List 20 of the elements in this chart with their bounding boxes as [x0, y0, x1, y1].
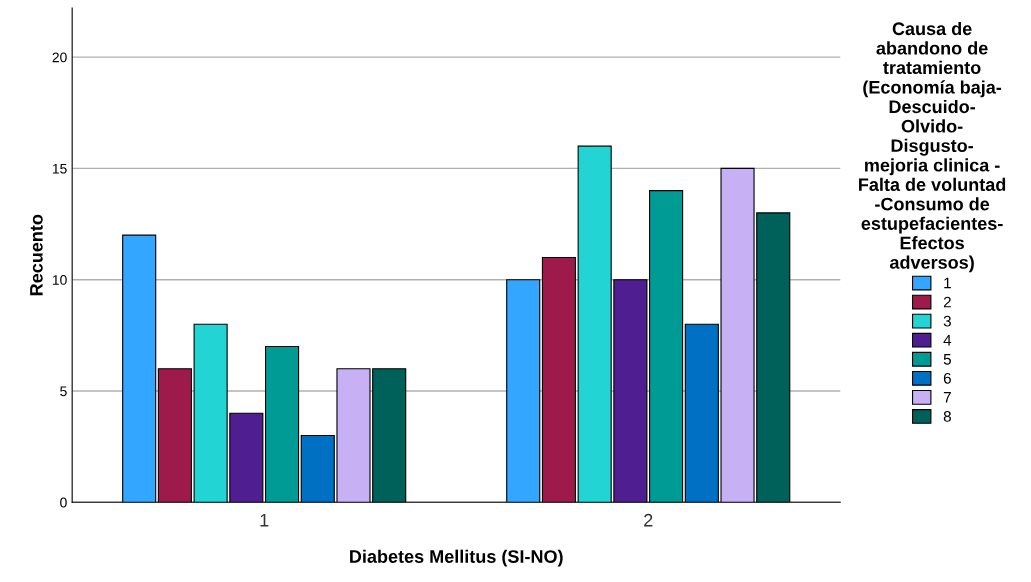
y-tick-label: 5: [60, 386, 67, 397]
legend-label: 4: [943, 334, 952, 346]
legend-label: 3: [943, 315, 951, 327]
bar: [122, 234, 157, 503]
x-axis-title: Diabetes Mellitus (SI-NO): [350, 549, 563, 567]
text: Causa de abandono de tratamiento (Economía baja- Descuido- Olvido- Disgusto- mejoria clinica - Falta de voluntad -Consumo de estupefacientes- Efectos adversos): [859, 21, 1006, 273]
y-tick-label: 20: [52, 52, 67, 63]
y-tick-label: 0: [60, 497, 67, 508]
bar: [541, 256, 577, 503]
legend-label: 1: [944, 277, 951, 289]
legend-label: 8: [943, 411, 951, 422]
y-tick-label: 15: [52, 163, 67, 174]
legend-label: 6: [943, 372, 951, 384]
legend-label: 5: [943, 353, 951, 365]
legend-label: 7: [943, 392, 951, 403]
legend-label: 2: [943, 296, 951, 308]
bar: [264, 345, 300, 503]
y-axis-title: Recuento: [30, 214, 43, 296]
y-tick-label: 10: [52, 275, 67, 285]
bar: [506, 279, 541, 503]
